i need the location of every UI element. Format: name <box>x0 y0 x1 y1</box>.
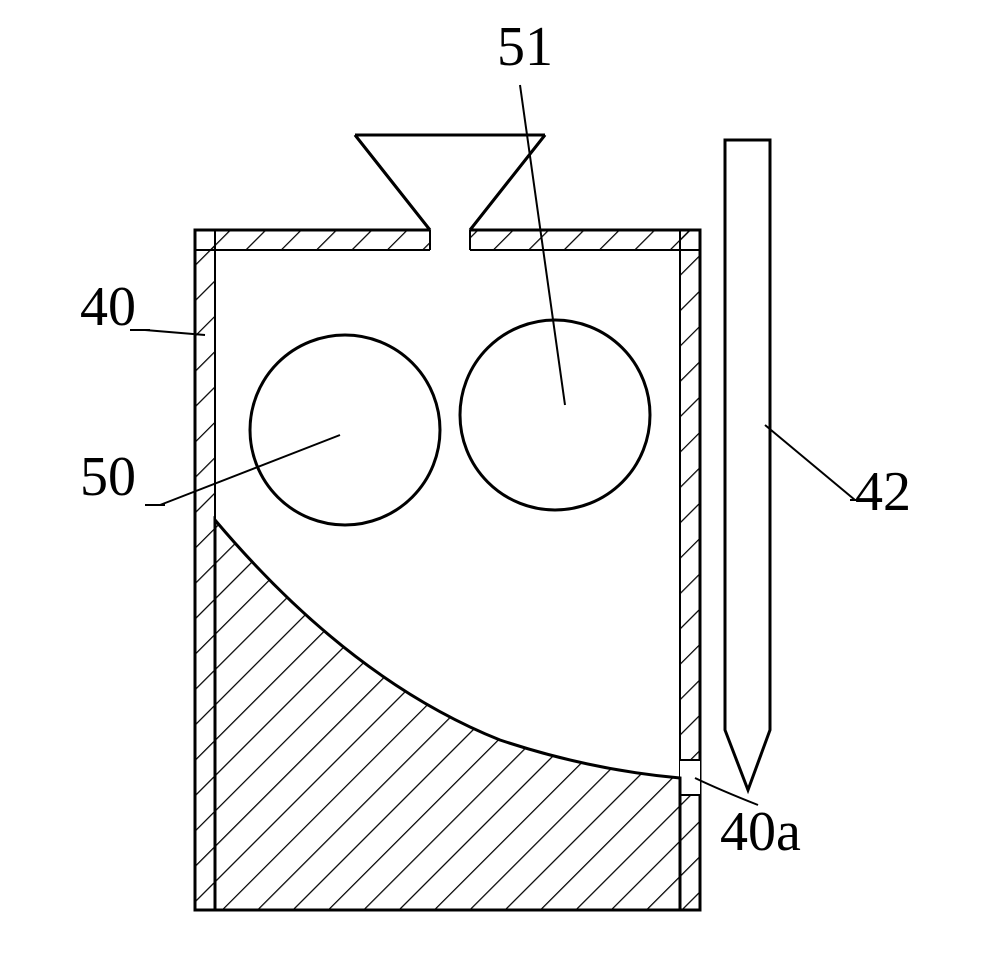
bottom-solid-hatch <box>215 520 680 910</box>
label-42: 42 <box>855 460 911 524</box>
diagram-svg <box>0 0 1000 969</box>
label-40: 40 <box>80 275 136 339</box>
circle-50 <box>250 335 440 525</box>
label-51: 51 <box>497 15 553 79</box>
leader-42 <box>765 425 855 500</box>
rod-42 <box>725 140 770 790</box>
left-wall-hatch <box>195 230 215 910</box>
circle-51 <box>460 320 650 510</box>
right-wall-hatch <box>680 230 700 910</box>
label-50: 50 <box>80 445 136 509</box>
funnel <box>355 135 545 230</box>
opening-40a <box>680 760 700 795</box>
label-40a: 40a <box>720 800 801 864</box>
technical-diagram: 51 40 50 42 40a <box>0 0 1000 969</box>
funnel-opening <box>430 228 470 252</box>
